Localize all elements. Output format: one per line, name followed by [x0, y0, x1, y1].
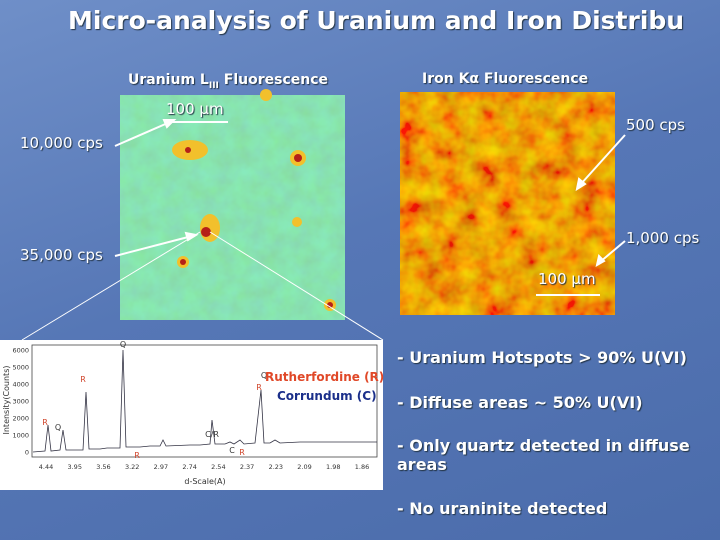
cps-label: 10,000 cps	[20, 134, 103, 152]
xrd-y-tick-label: 4000	[12, 381, 29, 389]
bullet: - Only quartz detected in diffuse areas	[397, 436, 690, 474]
xrd-y-tick-label: 1000	[12, 432, 29, 440]
peak-label: Q	[261, 371, 267, 380]
xrd-x-tick-label: 2.09	[297, 463, 311, 471]
cps-label: 1,000 cps	[626, 229, 700, 247]
xrd-x-tick-label: 3.22	[125, 463, 139, 471]
xrd-y-tick-label: 0	[25, 449, 29, 457]
label-text: Uranium L	[128, 72, 209, 88]
peak-label: C	[229, 446, 235, 455]
xrd-x-tick-label: 2.97	[154, 463, 168, 471]
xrd-peak-labels: R Q R Q R C/R C R R Q	[42, 340, 267, 460]
label-subscript: III	[208, 80, 219, 91]
xrd-x-tick-label: 2.23	[269, 463, 283, 471]
arrows	[114, 119, 626, 267]
scale-label: 100 µm	[538, 270, 596, 288]
cps-label: 35,000 cps	[20, 246, 103, 264]
xrd-x-tick-label: 2.37	[240, 463, 254, 471]
cps-label: 500 cps	[626, 116, 685, 134]
xrd-y-tick-label: 3000	[12, 398, 29, 406]
xrd-x-tick-label: 3.95	[67, 463, 81, 471]
slide-title: Micro-analysis of Uranium and Iron Distr…	[68, 6, 685, 35]
xrd-y-tick-label: 2000	[12, 415, 29, 423]
peak-label: C/R	[205, 430, 219, 439]
iron-texture	[400, 92, 615, 315]
peak-label: R	[80, 375, 86, 384]
bullet: - Diffuse areas ~ 50% U(VI)	[397, 393, 643, 412]
legend-corrundum: Corrundum (C)	[277, 389, 377, 403]
xrd-spectrum	[32, 349, 377, 453]
xrd-x-tick-label: 1.86	[355, 463, 369, 471]
bullet: - Uranium Hotspots > 90% U(VI)	[397, 348, 687, 367]
zoom-lines	[21, 231, 384, 341]
peak-label: Q	[120, 340, 126, 349]
scale-label: 100 µm	[166, 100, 224, 118]
legend-rutherfordine: Rutherfordine (R)	[265, 370, 385, 384]
scale-bars	[165, 121, 600, 296]
bullet: - No uraninite detected	[397, 499, 608, 518]
peak-label: R	[134, 451, 140, 460]
xrd-y-tick-label: 6000	[12, 347, 29, 355]
xrd-x-tick-label: 1.98	[326, 463, 340, 471]
peak-label: Q	[55, 423, 61, 432]
xrd-frame	[31, 344, 378, 458]
xrd-x-tick-label: 3.56	[96, 463, 110, 471]
uranium-hot-cores	[180, 147, 333, 308]
peak-label: R	[42, 418, 48, 427]
xrd-y-tick-label: 5000	[12, 364, 29, 372]
xrd-ticks: 0 1000 2000 3000 4000 5000 6000 4.44 3.95 3.56 3.2…	[12, 347, 369, 472]
xrd-inset	[0, 340, 383, 490]
xrd-x-tick-label: 4.44	[39, 463, 53, 471]
uranium-texture	[120, 95, 345, 320]
xrd-y-label: Intensity(Counts)	[2, 366, 11, 435]
label-text: Fluorescence	[218, 72, 328, 88]
peak-label: R	[239, 448, 245, 457]
iron-label: Iron Kα Fluorescence	[422, 71, 589, 87]
uranium-label: Uranium LIII Fluorescence	[128, 72, 328, 91]
xrd-x-tick-label: 2.54	[211, 463, 225, 471]
xrd-x-tick-label: 2.74	[182, 463, 196, 471]
peak-label: R	[256, 383, 262, 392]
xrd-x-label: d-Scale(A)	[184, 477, 225, 486]
